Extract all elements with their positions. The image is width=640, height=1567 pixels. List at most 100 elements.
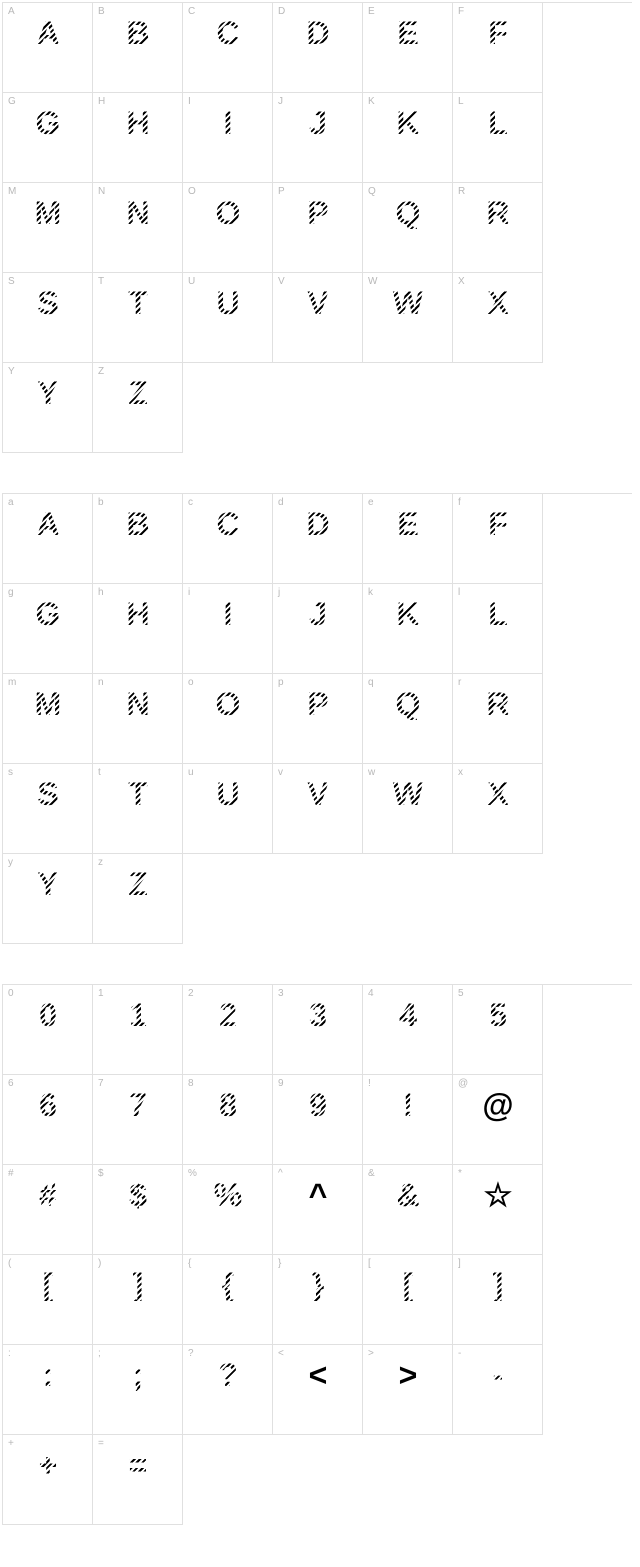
glyph-cell[interactable]: 44 bbox=[363, 985, 453, 1075]
glyph-cell[interactable]: vV bbox=[273, 764, 363, 854]
glyph-cell-glyph: 2 bbox=[183, 999, 272, 1031]
glyph-cell[interactable]: bB bbox=[93, 494, 183, 584]
glyph-cell[interactable]: $$ bbox=[93, 1165, 183, 1255]
glyph-cell[interactable]: [[ bbox=[363, 1255, 453, 1345]
glyph-cell[interactable]: eE bbox=[363, 494, 453, 584]
glyph-cell-glyph: T bbox=[93, 778, 182, 810]
glyph-cell[interactable]: hH bbox=[93, 584, 183, 674]
glyph-cell[interactable]: xX bbox=[453, 764, 543, 854]
glyph-cell[interactable]: WW bbox=[363, 273, 453, 363]
glyph-cell[interactable]: fF bbox=[453, 494, 543, 584]
glyph-cell-glyph: O bbox=[183, 688, 272, 720]
glyph-cell[interactable]: !! bbox=[363, 1075, 453, 1165]
glyph-cell[interactable]: oO bbox=[183, 674, 273, 764]
glyph-cell[interactable]: sS bbox=[3, 764, 93, 854]
glyph-cell[interactable]: }} bbox=[273, 1255, 363, 1345]
glyph-cell[interactable]: yY bbox=[3, 854, 93, 944]
glyph-cell[interactable]: II bbox=[183, 93, 273, 183]
glyph-cell[interactable]: 11 bbox=[93, 985, 183, 1075]
glyph-cell-glyph: K bbox=[363, 598, 452, 630]
glyph-cell[interactable]: JJ bbox=[273, 93, 363, 183]
glyph-cell[interactable]: @@ bbox=[453, 1075, 543, 1165]
glyph-cell[interactable]: dD bbox=[273, 494, 363, 584]
glyph-cell[interactable]: ([ bbox=[3, 1255, 93, 1345]
glyph-cell[interactable]: BB bbox=[93, 3, 183, 93]
glyph-cell[interactable]: 77 bbox=[93, 1075, 183, 1165]
glyph-cell-glyph: = bbox=[93, 1449, 182, 1481]
glyph-cell[interactable]: 55 bbox=[453, 985, 543, 1075]
glyph-cell[interactable]: tT bbox=[93, 764, 183, 854]
glyph-cell[interactable]: *☆ bbox=[453, 1165, 543, 1255]
glyph-cell[interactable]: NN bbox=[93, 183, 183, 273]
glyph-cell[interactable]: )] bbox=[93, 1255, 183, 1345]
glyph-cell[interactable]: GG bbox=[3, 93, 93, 183]
glyph-cell[interactable]: ;; bbox=[93, 1345, 183, 1435]
glyph-cell[interactable]: EE bbox=[363, 3, 453, 93]
glyph-cell-label: # bbox=[8, 1168, 14, 1179]
glyph-cell[interactable]: 22 bbox=[183, 985, 273, 1075]
glyph-cell[interactable]: qQ bbox=[363, 674, 453, 764]
glyph-cell[interactable]: kK bbox=[363, 584, 453, 674]
glyph-cell[interactable]: AA bbox=[3, 3, 93, 93]
glyph-cell[interactable]: 88 bbox=[183, 1075, 273, 1165]
glyph-cell[interactable]: cC bbox=[183, 494, 273, 584]
glyph-cell[interactable]: ## bbox=[3, 1165, 93, 1255]
glyph-cell-glyph: 4 bbox=[363, 999, 452, 1031]
glyph-cell[interactable]: {{ bbox=[183, 1255, 273, 1345]
glyph-cell[interactable]: uU bbox=[183, 764, 273, 854]
glyph-section-lowercase: aAbBcCdDeEfF gGhHiIjJkKlL mMnNoOpPqQrR sStT… bbox=[2, 493, 638, 944]
glyph-cell[interactable]: HH bbox=[93, 93, 183, 183]
glyph-cell[interactable]: LL bbox=[453, 93, 543, 183]
glyph-cell[interactable]: SS bbox=[3, 273, 93, 363]
glyph-cell[interactable]: 00 bbox=[3, 985, 93, 1075]
glyph-cell[interactable]: ZZ bbox=[93, 363, 183, 453]
glyph-cell[interactable]: MM bbox=[3, 183, 93, 273]
glyph-cell[interactable]: OO bbox=[183, 183, 273, 273]
glyph-cell-glyph: X bbox=[453, 287, 542, 319]
glyph-cell[interactable]: %% bbox=[183, 1165, 273, 1255]
glyph-cell[interactable]: ?? bbox=[183, 1345, 273, 1435]
glyph-cell[interactable]: 99 bbox=[273, 1075, 363, 1165]
glyph-cell[interactable]: TT bbox=[93, 273, 183, 363]
glyph-cell[interactable]: pP bbox=[273, 674, 363, 764]
glyph-cell-label: U bbox=[188, 276, 195, 287]
glyph-grid: AABBCCDDEEFF GGHHIIJJKKLL MMNNOOPPQQRR SSTT… bbox=[2, 2, 632, 453]
glyph-cell[interactable]: FF bbox=[453, 3, 543, 93]
glyph-cell[interactable]: && bbox=[363, 1165, 453, 1255]
glyph-cell[interactable]: ]] bbox=[453, 1255, 543, 1345]
glyph-cell[interactable]: == bbox=[93, 1435, 183, 1525]
glyph-cell-label: ? bbox=[188, 1348, 194, 1359]
glyph-cell[interactable]: ++ bbox=[3, 1435, 93, 1525]
glyph-cell[interactable]: rR bbox=[453, 674, 543, 764]
glyph-cell[interactable]: PP bbox=[273, 183, 363, 273]
glyph-cell[interactable]: wW bbox=[363, 764, 453, 854]
glyph-cell[interactable]: zZ bbox=[93, 854, 183, 944]
glyph-cell[interactable]: >> bbox=[363, 1345, 453, 1435]
glyph-cell[interactable]: lL bbox=[453, 584, 543, 674]
glyph-cell[interactable]: VV bbox=[273, 273, 363, 363]
glyph-cell[interactable]: YY bbox=[3, 363, 93, 453]
glyph-cell[interactable]: mM bbox=[3, 674, 93, 764]
glyph-cell[interactable]: ^^ bbox=[273, 1165, 363, 1255]
glyph-cell[interactable]: :: bbox=[3, 1345, 93, 1435]
glyph-cell[interactable]: aA bbox=[3, 494, 93, 584]
glyph-cell[interactable]: jJ bbox=[273, 584, 363, 674]
glyph-cell[interactable]: KK bbox=[363, 93, 453, 183]
glyph-cell[interactable]: DD bbox=[273, 3, 363, 93]
glyph-cell[interactable]: << bbox=[273, 1345, 363, 1435]
glyph-cell-label: 6 bbox=[8, 1078, 14, 1089]
glyph-cell-label: h bbox=[98, 587, 104, 598]
glyph-cell-label: 7 bbox=[98, 1078, 104, 1089]
glyph-cell-label: j bbox=[278, 587, 280, 598]
glyph-cell[interactable]: XX bbox=[453, 273, 543, 363]
glyph-cell[interactable]: nN bbox=[93, 674, 183, 764]
glyph-cell[interactable]: CC bbox=[183, 3, 273, 93]
glyph-cell[interactable]: 33 bbox=[273, 985, 363, 1075]
glyph-cell[interactable]: QQ bbox=[363, 183, 453, 273]
glyph-cell[interactable]: -- bbox=[453, 1345, 543, 1435]
glyph-cell[interactable]: iI bbox=[183, 584, 273, 674]
glyph-cell[interactable]: UU bbox=[183, 273, 273, 363]
glyph-cell[interactable]: gG bbox=[3, 584, 93, 674]
glyph-cell[interactable]: RR bbox=[453, 183, 543, 273]
glyph-cell[interactable]: 66 bbox=[3, 1075, 93, 1165]
